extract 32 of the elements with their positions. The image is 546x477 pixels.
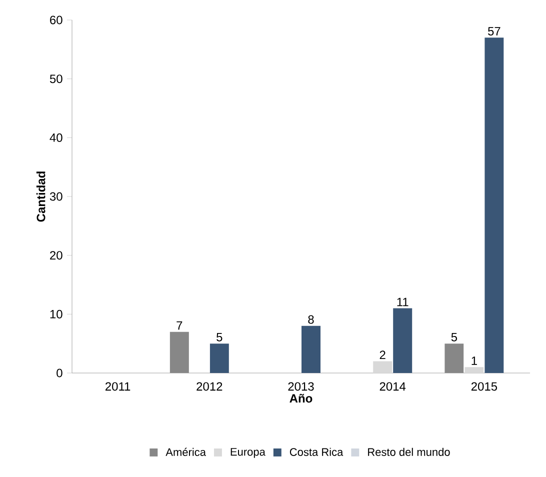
y-tick-label: 30 xyxy=(50,192,62,201)
data-label: 1 xyxy=(472,356,477,365)
data-label: 2 xyxy=(380,350,386,360)
legend-label: Costa Rica xyxy=(290,448,344,456)
x-tick-label: 2011 xyxy=(105,382,130,391)
x-tick-label: 2013 xyxy=(288,382,314,391)
y-tick-label: 10 xyxy=(50,310,62,318)
bar xyxy=(210,344,229,373)
bar xyxy=(373,361,392,373)
bar xyxy=(464,367,484,373)
bar xyxy=(302,326,320,373)
x-tick-label: 2014 xyxy=(380,382,406,391)
bar xyxy=(484,38,504,373)
data-label: 8 xyxy=(308,315,314,324)
data-label: 5 xyxy=(216,333,222,342)
bar xyxy=(393,308,412,373)
y-axis-title: Cantidad xyxy=(36,172,46,222)
legend-label: América xyxy=(166,448,206,456)
y-tick-label: 50 xyxy=(50,74,62,84)
x-tick-label: 2012 xyxy=(196,382,222,391)
legend-label: Resto del mundo xyxy=(368,448,450,456)
y-tick-label: 0 xyxy=(56,368,62,378)
data-label: 7 xyxy=(176,321,182,330)
data-label: 57 xyxy=(488,27,500,36)
y-tick-label: 60 xyxy=(50,16,62,24)
y-tick-label: 20 xyxy=(50,251,62,260)
y-tick-label: 40 xyxy=(50,133,62,142)
x-axis-title: Año xyxy=(290,394,312,403)
x-tick-label: 2015 xyxy=(471,382,498,391)
legend-label: Europa xyxy=(230,448,266,458)
data-label: 5 xyxy=(451,333,458,342)
data-label: 11 xyxy=(397,298,408,306)
